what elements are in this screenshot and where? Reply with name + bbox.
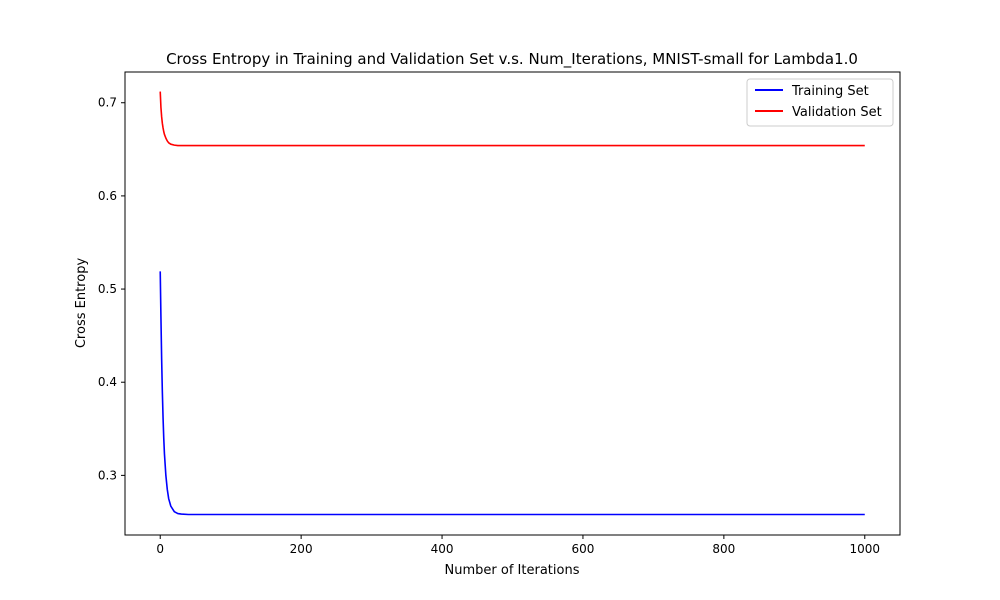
legend-frame xyxy=(746,78,894,127)
series-line-training xyxy=(159,271,865,516)
y-axis-label: Cross Entropy xyxy=(74,258,89,349)
y-tick-label: 0.5 xyxy=(98,282,117,296)
series-layer xyxy=(159,91,865,516)
x-tick-label: 0 xyxy=(156,542,164,556)
x-tick-label: 1000 xyxy=(849,542,880,556)
x-tick-label: 200 xyxy=(290,542,313,556)
legend: Training Set Validation Set xyxy=(746,78,894,127)
y-axis: 0.3 0.4 0.5 0.6 0.7 xyxy=(98,96,125,482)
y-tick-label: 0.6 xyxy=(98,189,117,203)
plot-area xyxy=(124,71,901,536)
axes-frame xyxy=(124,71,901,536)
x-tick-label: 400 xyxy=(431,542,454,556)
y-tick-label: 0.4 xyxy=(98,375,117,389)
chart-title: Cross Entropy in Training and Validation… xyxy=(166,50,858,69)
legend-label-training: Training Set xyxy=(791,84,869,99)
x-axis-label: Number of Iterations xyxy=(445,563,580,578)
x-axis: 0 200 400 600 800 1000 xyxy=(156,535,880,556)
series-line-validation xyxy=(159,91,865,147)
legend-label-validation: Validation Set xyxy=(792,105,882,120)
x-tick-label: 800 xyxy=(712,542,735,556)
y-tick-label: 0.3 xyxy=(98,468,117,482)
y-tick-label: 0.7 xyxy=(98,96,117,110)
x-tick-label: 600 xyxy=(572,542,595,556)
